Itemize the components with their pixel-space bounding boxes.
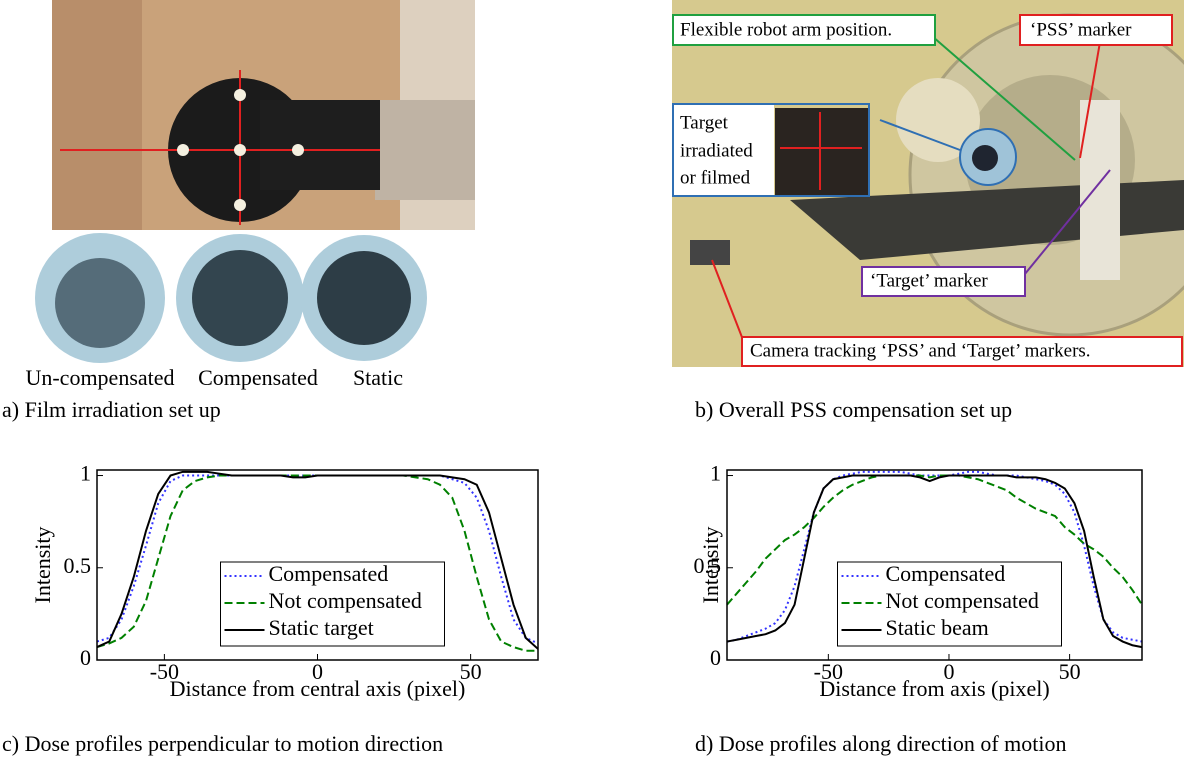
annotation: Camera tracking ‘PSS’ and ‘Target’ marke… [750,340,1091,361]
annotation: Flexible robot arm position. [680,19,892,40]
films [35,233,427,363]
film-dose [317,251,411,345]
camera [690,240,730,265]
legend-label: Compensated [269,561,389,586]
legend-label: Not compensated [269,588,422,613]
legend-label: Static target [269,615,374,640]
legend-label: Static beam [886,615,989,640]
photo-a [52,0,475,230]
target-arm [260,100,380,190]
target [972,145,998,171]
caption: b) Overall PSS compensation set up [695,397,1012,422]
y-tick-label: 0.5 [64,553,92,578]
marker [292,144,304,156]
caption: a) Film irradiation set up [2,397,221,422]
y-tick-label: 1 [80,461,91,486]
page: Un-compensated Compensated Static a) Fil… [0,0,1184,769]
marker [234,144,246,156]
x-axis-label: Distance from central axis (pixel) [170,676,466,701]
y-axis-label: Intensity [698,527,723,604]
film-label: Static [353,365,403,390]
y-axis-label: Intensity [30,527,55,604]
figure: Un-compensated Compensated Static a) Fil… [0,0,1184,769]
y-tick-label: 0 [710,645,721,670]
film-label: Un-compensated [25,365,174,390]
caption: d) Dose profiles along direction of moti… [695,731,1066,756]
film-dose [55,258,145,348]
photo-bg [52,0,142,230]
film-label: Compensated [198,365,318,390]
legend-label: Compensated [886,561,1006,586]
y-tick-label: 1 [710,461,721,486]
annotation: or filmed [680,167,751,188]
rail [375,100,475,200]
marker [234,89,246,101]
inset [775,108,868,195]
annotation: ‘Target’ marker [870,270,988,291]
annotation: ‘PSS’ marker [1030,19,1132,40]
annotation: Target [680,112,729,133]
x-tick-label: 50 [1059,659,1081,684]
legend-label: Not compensated [886,588,1039,613]
photo-b: Flexible robot arm position. ‘PSS’ marke… [672,0,1184,367]
marker [234,199,246,211]
caption: c) Dose profiles perpendicular to motion… [2,731,443,756]
y-tick-label: 0 [80,645,91,670]
marker [177,144,189,156]
x-axis-label: Distance from axis (pixel) [819,676,1049,701]
film-dose [192,250,288,346]
annotation: irradiated [680,140,753,161]
